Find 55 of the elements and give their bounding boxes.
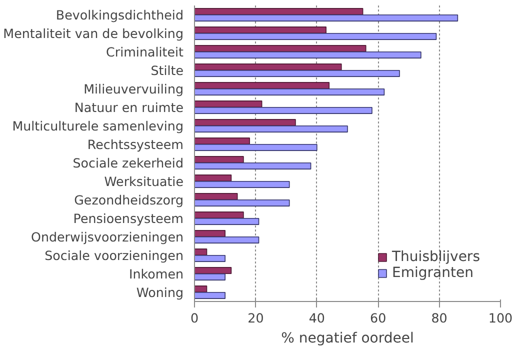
y-tick-label: Onderwijsvoorzieningen bbox=[30, 229, 184, 244]
x-tick-label: 80 bbox=[431, 310, 448, 326]
x-tick-label: 100 bbox=[488, 310, 513, 326]
y-tick-label: Milieuvervuiling bbox=[84, 81, 184, 96]
y-tick-label: Multiculturele samenleving bbox=[12, 118, 184, 134]
bar bbox=[194, 156, 244, 163]
y-tick-label: Stilte bbox=[150, 62, 184, 78]
bar bbox=[194, 193, 238, 200]
legend-label: Thuisblijvers bbox=[392, 249, 480, 265]
y-tick-label: Mentaliteit van de bevolking bbox=[3, 26, 184, 41]
bar bbox=[194, 64, 342, 70]
bar bbox=[194, 212, 244, 218]
x-tick-label: 0 bbox=[190, 310, 199, 326]
bar bbox=[194, 267, 232, 274]
bar bbox=[194, 274, 226, 280]
bar bbox=[194, 255, 226, 262]
bar bbox=[194, 70, 400, 77]
bar bbox=[194, 218, 260, 225]
bar bbox=[194, 119, 296, 126]
bar bbox=[194, 126, 348, 132]
x-axis-title: % negatief oordeel bbox=[281, 330, 414, 346]
bar bbox=[194, 33, 437, 40]
x-tick-label: 40 bbox=[308, 310, 325, 326]
bar bbox=[194, 236, 260, 244]
y-tick-label: Werksituatie bbox=[104, 174, 184, 189]
y-tick-label: Pensioensysteem bbox=[73, 210, 184, 226]
y-tick-label: Criminaliteit bbox=[106, 44, 184, 60]
y-tick-label: Bevolkingsdichtheid bbox=[56, 7, 184, 22]
y-tick-label: Rechtssysteem bbox=[87, 136, 184, 152]
bar bbox=[194, 174, 232, 182]
bar bbox=[194, 52, 422, 58]
bar bbox=[194, 45, 366, 52]
bar bbox=[194, 292, 226, 299]
x-tick-label: 20 bbox=[248, 310, 264, 326]
bar bbox=[194, 107, 372, 114]
bar bbox=[194, 181, 290, 188]
bar bbox=[194, 14, 458, 22]
y-tick-label: Inkomen bbox=[128, 266, 184, 282]
bar bbox=[194, 230, 226, 237]
y-tick-label: Woning bbox=[136, 284, 184, 300]
bar bbox=[194, 26, 326, 34]
bar bbox=[194, 100, 262, 108]
bar bbox=[194, 8, 364, 15]
bar bbox=[194, 162, 312, 170]
y-tick-label: Sociale voorzieningen bbox=[44, 248, 184, 263]
bar bbox=[194, 82, 330, 89]
x-tick-label: 60 bbox=[370, 310, 386, 326]
legend-label: Emigranten bbox=[392, 265, 474, 281]
bar bbox=[194, 88, 385, 96]
y-tick-label: Natuur en ruimte bbox=[74, 100, 184, 115]
y-tick-label: Gezondheidszorg bbox=[74, 192, 184, 208]
bar bbox=[194, 200, 290, 206]
bar bbox=[194, 144, 318, 151]
bar bbox=[194, 138, 250, 144]
y-tick-label: Sociale zekerheid bbox=[72, 155, 184, 170]
